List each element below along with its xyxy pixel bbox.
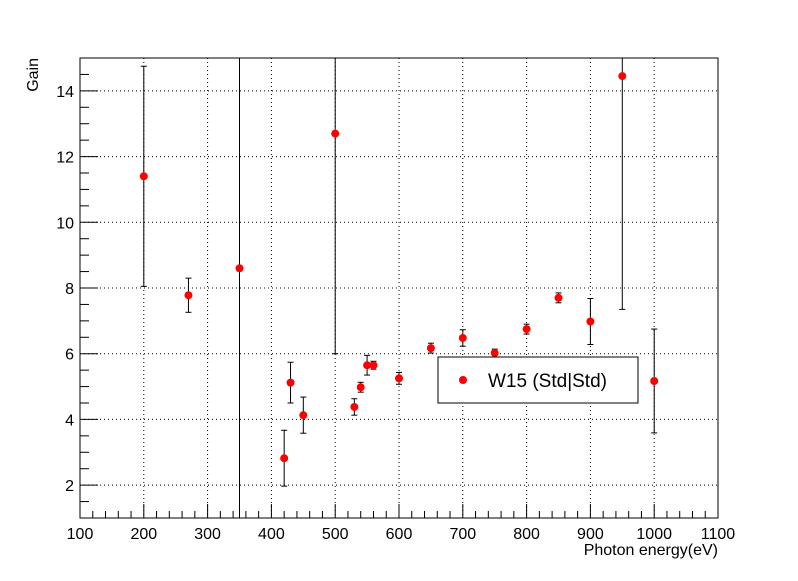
x-axis-label: Photon energy(eV): [584, 542, 718, 559]
data-point: [522, 325, 531, 334]
data-point: [363, 361, 372, 370]
y-tick-label: 8: [65, 281, 74, 298]
data-point: [350, 402, 359, 411]
y-tick-label: 6: [65, 347, 74, 364]
data-point: [139, 172, 148, 181]
y-tick-label: 2: [65, 478, 74, 495]
data-point: [395, 374, 403, 383]
legend-marker: [459, 376, 467, 384]
x-tick-label: 200: [130, 526, 157, 543]
x-tick-label: 400: [258, 526, 285, 543]
data-point: [280, 454, 289, 463]
data-point: [356, 383, 365, 392]
data-point: [369, 361, 378, 370]
data-point: [426, 344, 435, 353]
x-tick-label: 900: [577, 526, 604, 543]
data-point: [286, 378, 295, 387]
x-tick-label: 1000: [636, 526, 672, 543]
y-tick-label: 4: [65, 412, 74, 429]
data-point: [184, 291, 193, 300]
data-point: [299, 411, 308, 420]
legend-box: [437, 356, 639, 404]
data-point: [586, 317, 595, 326]
x-tick-label: 1100: [701, 526, 736, 543]
data-point: [554, 293, 563, 302]
y-tick-label: 14: [56, 84, 74, 101]
x-tick-label: 700: [449, 526, 476, 543]
legend-label: W15 (Std|Std): [488, 371, 607, 392]
x-tick-label: 600: [386, 526, 413, 543]
y-axis-label: Gain: [25, 58, 42, 92]
y-tick-label: 10: [56, 215, 74, 232]
data-point: [235, 264, 244, 273]
x-tick-label: 100: [67, 526, 94, 543]
data-point: [490, 349, 499, 358]
data-point: [650, 376, 659, 385]
data-point: [331, 129, 340, 138]
data-point: [618, 72, 627, 81]
data-point: [458, 333, 467, 342]
x-tick-label: 300: [194, 526, 221, 543]
x-tick-label: 500: [322, 526, 349, 543]
x-tick-label: 800: [513, 526, 540, 543]
y-tick-label: 12: [56, 150, 74, 167]
